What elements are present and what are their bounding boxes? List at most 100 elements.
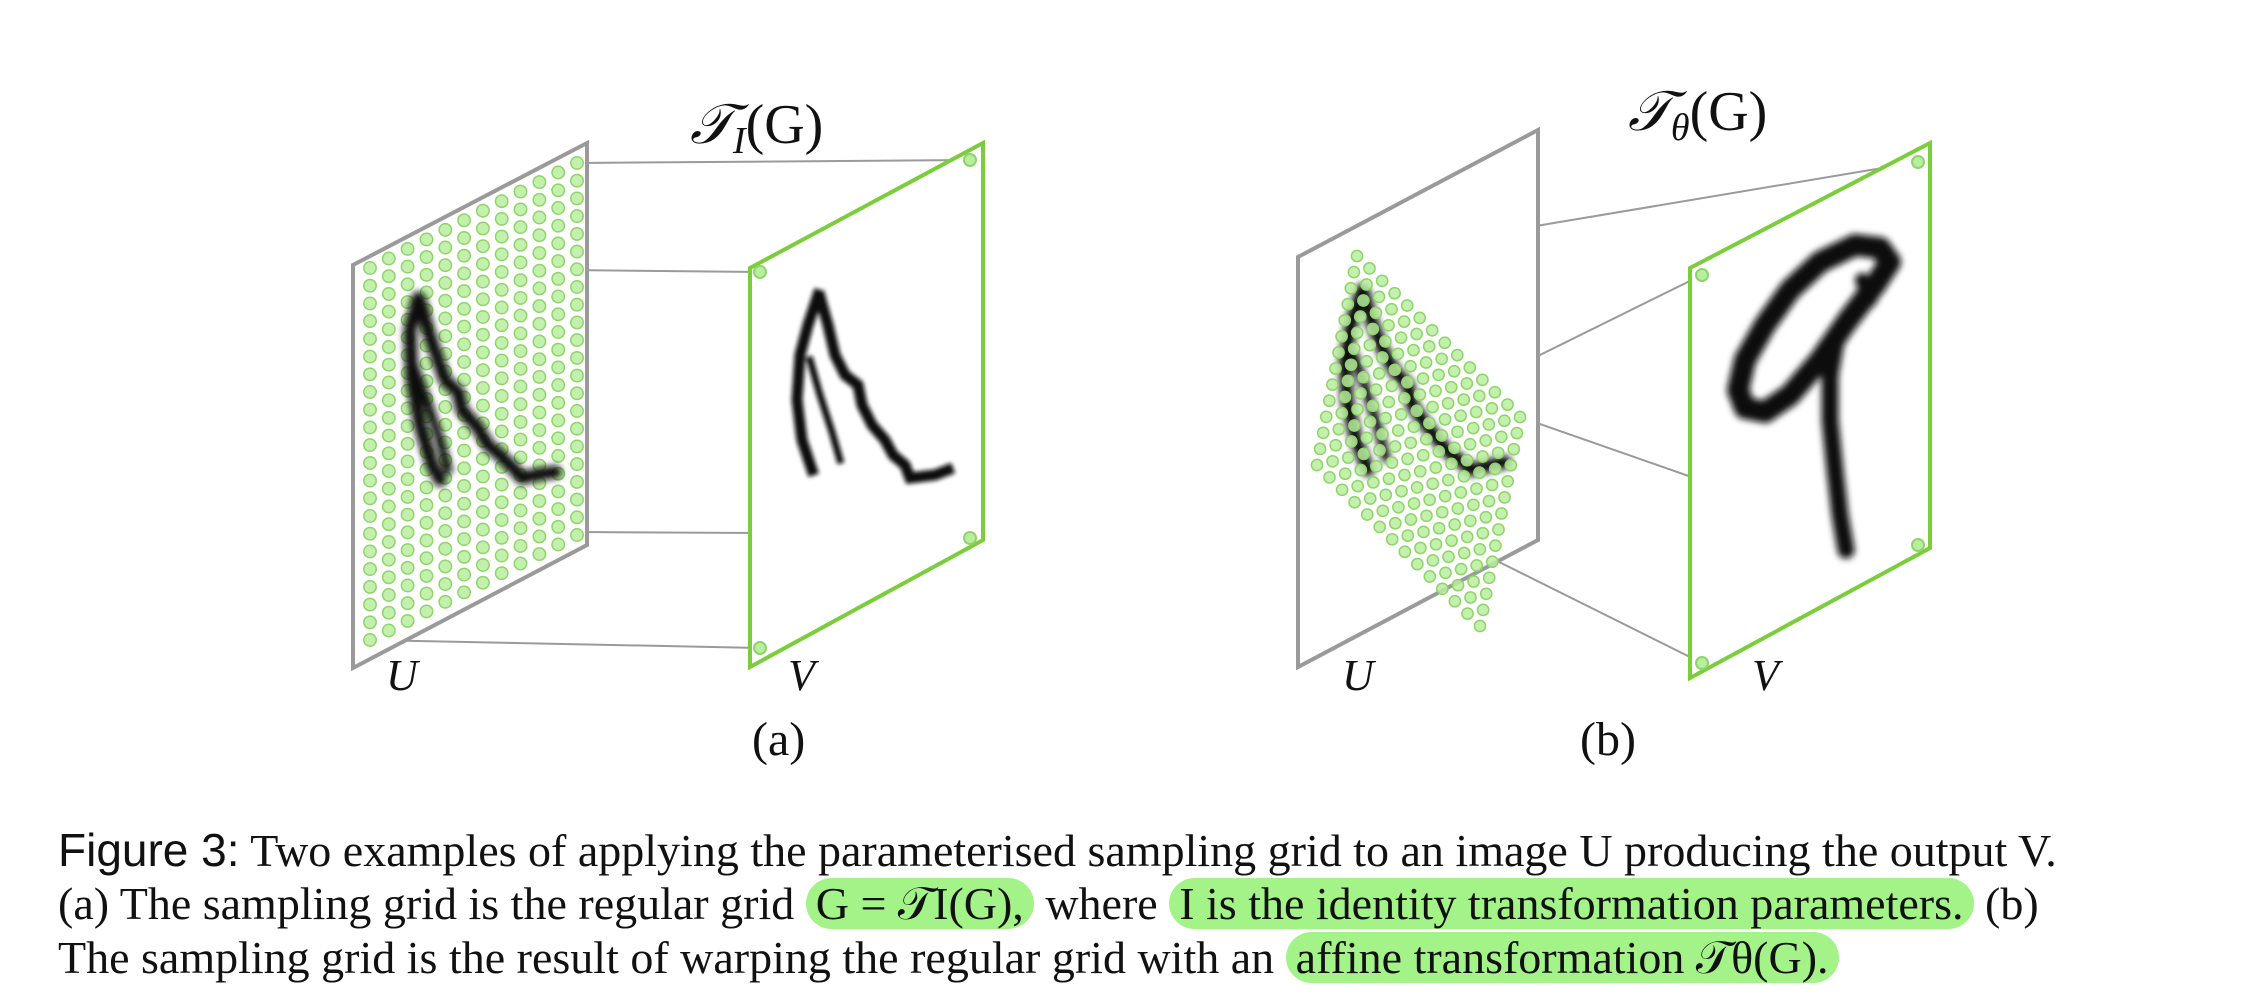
grid-point <box>457 425 472 440</box>
grid-point <box>513 450 528 465</box>
grid-point <box>1457 469 1471 483</box>
grid-point <box>1507 442 1521 456</box>
input-label-b: U <box>1342 651 1377 700</box>
grid-point <box>1398 468 1411 482</box>
grid-point <box>1353 310 1367 323</box>
grid-point <box>1426 554 1440 567</box>
grid-point <box>1326 378 1339 391</box>
grid-point <box>532 440 547 455</box>
grid-point <box>1376 504 1390 518</box>
grid-point <box>381 534 396 549</box>
grid-point <box>1354 463 1368 477</box>
grid-point <box>1460 453 1474 467</box>
grid-point <box>400 596 415 611</box>
grid-point <box>475 540 490 555</box>
grid-point <box>513 379 528 394</box>
caption-highlight-equation: G = 𝒯I(G), <box>805 878 1034 929</box>
grid-point <box>475 451 490 466</box>
grid-point <box>381 464 396 478</box>
digit-output-a <box>791 288 956 484</box>
grid-point <box>363 544 377 559</box>
grid-point <box>551 218 566 233</box>
grid-point <box>513 503 528 518</box>
grid-point <box>381 588 396 602</box>
caption-line-1-text: Two examples of applying the parameteris… <box>239 825 2057 876</box>
grid-point <box>475 558 490 572</box>
grid-point <box>400 489 415 504</box>
grid-point <box>438 240 453 255</box>
grid-point <box>513 432 528 447</box>
grid-point <box>419 551 434 566</box>
grid-point <box>1379 335 1392 348</box>
grid-point <box>381 269 396 284</box>
grid-point <box>475 469 490 484</box>
grid-point <box>570 156 584 170</box>
figure-diagram: 𝒯I(G) U V (a) <box>351 81 1932 766</box>
grid-point <box>532 334 547 349</box>
grid-point <box>1344 358 1358 372</box>
grid-point <box>363 633 377 647</box>
grid-point <box>532 299 547 314</box>
grid-point <box>1451 578 1465 592</box>
grid-point <box>1479 510 1493 524</box>
grid-point <box>1438 489 1452 503</box>
grid-point <box>475 380 490 395</box>
grid-point <box>1482 418 1496 431</box>
grid-point <box>1357 294 1370 307</box>
grid-point <box>494 318 509 333</box>
grid-point <box>532 387 547 402</box>
grid-point <box>475 363 490 378</box>
grid-point <box>551 519 566 534</box>
grid-point <box>381 357 396 372</box>
grid-point <box>570 191 584 206</box>
grid-point <box>513 237 528 252</box>
caption-line-2: (a) The sampling grid is the regular gri… <box>58 877 2218 931</box>
grid-point <box>1441 396 1455 410</box>
grid-point <box>1419 432 1433 446</box>
grid-point <box>1404 359 1417 373</box>
transform-label-b: 𝒯θ(G) <box>1628 81 1767 149</box>
grid-point <box>400 419 415 434</box>
grid-point <box>1388 440 1402 453</box>
grid-point <box>551 537 566 552</box>
caption-line-2-a: (a) The sampling grid is the regular gri… <box>58 878 806 929</box>
grid-point <box>457 567 472 582</box>
grid-point <box>363 385 377 399</box>
grid-point <box>363 491 377 506</box>
grid-point <box>381 481 396 496</box>
grid-point <box>570 226 584 241</box>
grid-point <box>1482 571 1496 585</box>
grid-point <box>381 393 396 408</box>
grid-point <box>381 340 396 354</box>
grid-point <box>551 201 566 215</box>
grid-point <box>381 446 396 461</box>
grid-point <box>457 213 472 228</box>
grid-point <box>1348 495 1361 509</box>
grid-point <box>551 395 566 410</box>
output-corner-points-b <box>1695 155 1925 670</box>
grid-point <box>570 528 584 542</box>
grid-point <box>1392 500 1405 514</box>
grid-point <box>1410 557 1424 571</box>
grid-point <box>1416 372 1430 385</box>
grid-point <box>494 335 509 350</box>
grid-point <box>438 400 453 414</box>
grid-point <box>1472 389 1486 403</box>
grid-point <box>363 597 377 612</box>
grid-point <box>1432 368 1445 382</box>
grid-point <box>1388 286 1401 300</box>
grid-point <box>570 280 584 294</box>
grid-point <box>1341 374 1355 388</box>
grid-point <box>513 220 528 235</box>
grid-point <box>475 504 490 519</box>
grid-point <box>1401 375 1414 389</box>
grid-point <box>494 406 509 421</box>
grid-point <box>1476 373 1489 387</box>
grid-point <box>494 424 509 439</box>
grid-point <box>1375 351 1389 364</box>
grid-point <box>1363 415 1377 429</box>
grid-point <box>551 236 566 251</box>
grid-point <box>1363 492 1377 505</box>
caption-highlight-affine: affine transformation 𝒯θ(G). <box>1285 932 1839 983</box>
grid-point <box>1498 491 1511 504</box>
